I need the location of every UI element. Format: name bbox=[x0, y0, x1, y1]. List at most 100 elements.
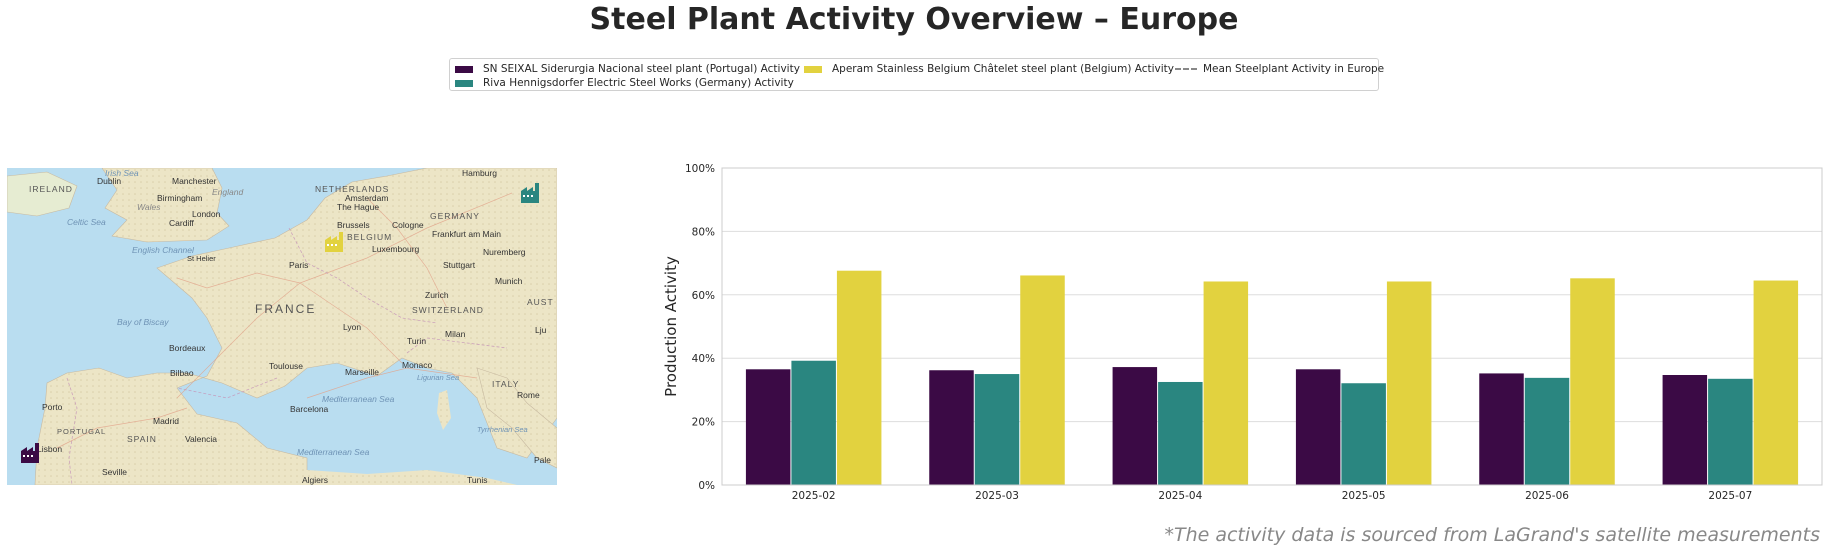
y-axis-label: Production Activity bbox=[662, 256, 680, 397]
map-label-madrid: Madrid bbox=[153, 416, 179, 426]
europe-map: Irish Sea Dublin Manchester IRELAND Engl… bbox=[7, 168, 557, 485]
bar bbox=[1386, 281, 1432, 485]
map-label-english-channel: English Channel bbox=[132, 245, 195, 255]
map-label-spain: SPAIN bbox=[127, 434, 157, 444]
map-label-luxembourg: Luxembourg bbox=[372, 244, 420, 254]
map-roads bbox=[56, 192, 513, 449]
plot-frame bbox=[721, 167, 1823, 486]
map-label-amsterdam: Amsterdam bbox=[345, 193, 388, 203]
map-label-ireland: IRELAND bbox=[29, 184, 73, 194]
map-label-nuremberg: Nuremberg bbox=[483, 247, 526, 257]
factory-icon bbox=[521, 183, 539, 203]
x-tick-label: 2025-06 bbox=[1525, 490, 1569, 502]
bar bbox=[1112, 367, 1158, 485]
footnote: *The activity data is sourced from LaGra… bbox=[1164, 524, 1820, 546]
legend-label-germany: Riva Hennigsdorfer Electric Steel Works … bbox=[483, 77, 794, 89]
map-label-irish-sea: Irish Sea bbox=[105, 168, 139, 178]
x-tick-label: 2025-02 bbox=[792, 490, 836, 502]
factory-icon bbox=[325, 232, 343, 252]
bar bbox=[1020, 275, 1065, 485]
map-label-st-helier: St Helier bbox=[187, 254, 216, 263]
y-tick-label: 20% bbox=[692, 417, 715, 429]
y-tick-label: 100% bbox=[685, 163, 715, 175]
map-label-bilbao: Bilbao bbox=[170, 368, 194, 378]
map-label-paris: Paris bbox=[289, 260, 308, 270]
y-tick-label: 0% bbox=[698, 480, 715, 492]
map-label-belgium: BELGIUM bbox=[347, 232, 392, 242]
map-label-med-sea-2: Mediterranean Sea bbox=[297, 447, 370, 457]
map-italy bbox=[476, 367, 557, 469]
map-label-valencia: Valencia bbox=[185, 434, 217, 444]
x-tick-label: 2025-04 bbox=[1158, 490, 1202, 502]
y-tick-label: 80% bbox=[692, 226, 715, 238]
legend-swatch-belgium bbox=[804, 66, 822, 73]
map-label-cologne: Cologne bbox=[392, 220, 424, 230]
map-label-wales: Wales bbox=[137, 202, 161, 212]
map-label-turin: Turin bbox=[407, 336, 426, 346]
map-borders bbox=[66, 227, 508, 485]
map-label-porto: Porto bbox=[42, 402, 63, 412]
bar bbox=[1524, 377, 1570, 485]
x-tick-label: 2025-05 bbox=[1342, 490, 1386, 502]
map-label-switzerland: SWITZERLAND bbox=[412, 305, 484, 315]
map-label-med-sea-1: Mediterranean Sea bbox=[322, 394, 395, 404]
y-tick-label: 60% bbox=[692, 290, 715, 302]
map-label-lisbon: Lisbon bbox=[37, 444, 62, 454]
map-north-africa bbox=[217, 470, 517, 485]
map-label-birmingham: Birmingham bbox=[157, 193, 202, 203]
map-great-britain bbox=[101, 168, 230, 243]
bar bbox=[1341, 383, 1386, 485]
x-tick-label: 2025-03 bbox=[975, 490, 1019, 502]
y-axis-ticks: 0% 20% 40% 60% 80% 100% bbox=[685, 163, 715, 492]
legend-label-portugal: SN SEIXAL Siderurgia Nacional steel plan… bbox=[483, 63, 800, 75]
map-label-the-hague: The Hague bbox=[337, 202, 379, 212]
bar bbox=[1158, 381, 1203, 485]
map-label-ligurian-sea: Ligurian Sea bbox=[417, 373, 459, 382]
map-label-barcelona: Barcelona bbox=[290, 404, 329, 414]
chart-grid bbox=[722, 167, 1822, 486]
bar bbox=[1662, 375, 1708, 485]
map-mainland bbox=[34, 168, 557, 485]
map-label-england: England bbox=[212, 187, 243, 197]
legend-label-belgium: Aperam Stainless Belgium Châtelet steel … bbox=[832, 63, 1175, 75]
map-label-cardiff: Cardiff bbox=[169, 218, 195, 228]
bar bbox=[1295, 369, 1341, 485]
x-axis-ticks: 2025-02 2025-03 2025-04 2025-05 2025-06 2025-… bbox=[792, 490, 1753, 502]
map-ireland bbox=[7, 171, 78, 217]
map-label-austria: AUST bbox=[527, 297, 554, 307]
map-label-tyrrhenian-sea: Tyrrhenian Sea bbox=[477, 425, 528, 434]
map-label-marseille: Marseille bbox=[345, 367, 379, 377]
map-label-milan: Milan bbox=[445, 329, 466, 339]
bar bbox=[791, 360, 836, 485]
chart-title: Steel Plant Activity Overview – Europe bbox=[589, 2, 1239, 37]
chart-bars bbox=[745, 270, 1799, 485]
map-label-monaco: Monaco bbox=[402, 360, 433, 370]
legend: SN SEIXAL Siderurgia Nacional steel plan… bbox=[449, 58, 1384, 91]
map-label-munich: Munich bbox=[495, 276, 523, 286]
map-label-zurich: Zurich bbox=[425, 290, 449, 300]
map-label-london: London bbox=[192, 209, 221, 219]
map-label-bay-of-biscay: Bay of Biscay bbox=[117, 317, 169, 327]
map-label-frankfurt: Frankfurt am Main bbox=[432, 229, 501, 239]
map-label-bordeaux: Bordeaux bbox=[169, 343, 206, 353]
map-label-algiers: Algiers bbox=[302, 475, 328, 485]
map-label-italy: ITALY bbox=[492, 379, 519, 389]
legend-label-mean: Mean Steelplant Activity in Europe bbox=[1203, 63, 1385, 75]
map-label-palermo: Pale bbox=[534, 455, 551, 465]
map-label-rome: Rome bbox=[517, 390, 540, 400]
map-label-ljubljana: Lju bbox=[535, 325, 547, 335]
map-label-portugal: PORTUGAL bbox=[57, 427, 106, 436]
map-label-brussels: Brussels bbox=[337, 220, 370, 230]
map-label-celtic-sea: Celtic Sea bbox=[67, 217, 106, 227]
map-label-germany: GERMANY bbox=[430, 211, 480, 221]
bar bbox=[1203, 281, 1249, 485]
bar bbox=[836, 270, 882, 485]
map-label-toulouse: Toulouse bbox=[269, 361, 303, 371]
factory-icon bbox=[21, 443, 39, 463]
bar bbox=[974, 374, 1020, 485]
bar bbox=[1570, 278, 1615, 485]
bar bbox=[745, 369, 791, 485]
map-label-stuttgart: Stuttgart bbox=[443, 260, 476, 270]
legend-dash-mean bbox=[1175, 68, 1197, 70]
